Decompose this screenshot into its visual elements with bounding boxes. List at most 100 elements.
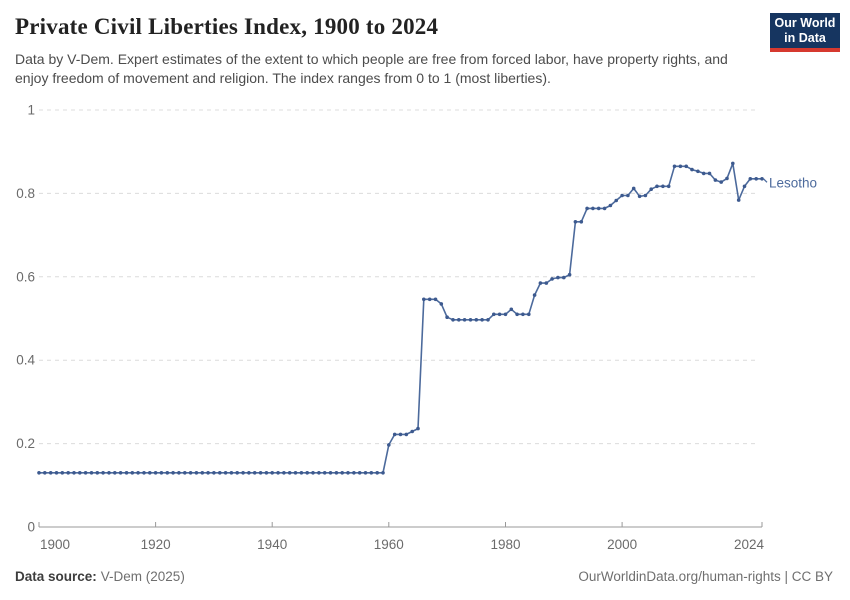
- data-point[interactable]: [369, 471, 374, 475]
- data-point[interactable]: [696, 169, 700, 174]
- data-point[interactable]: [375, 471, 380, 475]
- data-point[interactable]: [159, 471, 164, 475]
- data-point[interactable]: [649, 187, 653, 191]
- data-point[interactable]: [89, 471, 94, 475]
- data-point[interactable]: [299, 471, 304, 475]
- data-point[interactable]: [538, 281, 543, 285]
- data-point[interactable]: [317, 471, 321, 475]
- data-point[interactable]: [631, 186, 636, 191]
- data-point[interactable]: [515, 312, 519, 317]
- data-point[interactable]: [118, 471, 123, 475]
- data-point[interactable]: [468, 318, 473, 322]
- data-point[interactable]: [684, 164, 688, 169]
- data-point[interactable]: [229, 471, 234, 475]
- data-point[interactable]: [427, 297, 432, 302]
- data-point[interactable]: [101, 471, 105, 475]
- data-point[interactable]: [760, 177, 764, 181]
- data-point[interactable]: [573, 220, 578, 224]
- data-point[interactable]: [130, 471, 135, 475]
- data-point[interactable]: [247, 471, 251, 475]
- data-point[interactable]: [363, 471, 368, 475]
- data-point[interactable]: [171, 471, 175, 475]
- data-point[interactable]: [544, 281, 549, 285]
- data-point[interactable]: [142, 471, 146, 475]
- data-point[interactable]: [194, 471, 199, 475]
- data-point[interactable]: [136, 471, 140, 475]
- data-point[interactable]: [562, 275, 566, 280]
- data-point[interactable]: [48, 471, 53, 475]
- data-point[interactable]: [474, 318, 479, 322]
- data-point[interactable]: [567, 272, 572, 277]
- data-point[interactable]: [492, 312, 496, 317]
- data-point[interactable]: [357, 471, 362, 475]
- data-point[interactable]: [497, 312, 502, 317]
- data-point[interactable]: [439, 302, 444, 306]
- data-point[interactable]: [188, 471, 193, 475]
- data-point[interactable]: [457, 318, 461, 322]
- data-point[interactable]: [701, 171, 706, 176]
- data-point[interactable]: [95, 471, 100, 475]
- data-point[interactable]: [223, 471, 228, 475]
- data-point[interactable]: [596, 206, 601, 211]
- data-point[interactable]: [556, 275, 560, 280]
- data-point[interactable]: [276, 471, 280, 475]
- data-point[interactable]: [107, 471, 111, 475]
- data-point[interactable]: [719, 180, 723, 184]
- data-point[interactable]: [43, 471, 47, 475]
- data-point[interactable]: [666, 184, 671, 189]
- data-point[interactable]: [398, 432, 403, 437]
- data-point[interactable]: [177, 471, 181, 475]
- data-point[interactable]: [241, 471, 245, 475]
- data-point[interactable]: [340, 471, 345, 475]
- entity-label[interactable]: Lesotho: [769, 175, 817, 190]
- data-point[interactable]: [258, 471, 263, 475]
- data-point[interactable]: [305, 471, 310, 475]
- data-point[interactable]: [54, 471, 59, 475]
- data-point[interactable]: [282, 471, 286, 475]
- data-point[interactable]: [72, 471, 76, 475]
- data-line[interactable]: [39, 162, 762, 474]
- data-point[interactable]: [614, 198, 618, 203]
- data-point[interactable]: [742, 184, 747, 189]
- data-point[interactable]: [252, 471, 257, 475]
- data-point[interactable]: [445, 315, 449, 320]
- data-point[interactable]: [451, 318, 455, 322]
- data-point[interactable]: [527, 312, 531, 317]
- data-point[interactable]: [754, 177, 758, 181]
- data-point[interactable]: [287, 471, 292, 475]
- data-point[interactable]: [83, 471, 88, 475]
- data-point[interactable]: [78, 471, 82, 475]
- data-point[interactable]: [643, 193, 648, 198]
- data-point[interactable]: [183, 471, 187, 475]
- data-point[interactable]: [293, 471, 298, 475]
- data-point[interactable]: [690, 167, 694, 172]
- data-point[interactable]: [579, 220, 584, 224]
- data-point[interactable]: [655, 184, 659, 189]
- data-point[interactable]: [148, 471, 152, 475]
- data-point[interactable]: [486, 318, 490, 322]
- data-point[interactable]: [620, 193, 624, 198]
- data-point[interactable]: [416, 426, 420, 431]
- data-point[interactable]: [725, 176, 729, 181]
- data-point[interactable]: [678, 164, 683, 169]
- data-point[interactable]: [591, 206, 595, 211]
- data-point[interactable]: [200, 471, 205, 475]
- data-point[interactable]: [206, 471, 210, 475]
- data-point[interactable]: [672, 164, 677, 169]
- data-point[interactable]: [37, 471, 41, 475]
- data-point[interactable]: [352, 471, 356, 475]
- data-point[interactable]: [731, 161, 735, 166]
- data-point[interactable]: [433, 297, 438, 302]
- data-point[interactable]: [602, 206, 607, 211]
- data-point[interactable]: [218, 471, 222, 475]
- data-point[interactable]: [328, 471, 333, 475]
- data-point[interactable]: [311, 471, 315, 475]
- data-point[interactable]: [270, 471, 275, 475]
- data-point[interactable]: [480, 318, 484, 322]
- data-point[interactable]: [410, 429, 415, 434]
- data-point[interactable]: [422, 297, 426, 302]
- data-point[interactable]: [124, 471, 129, 475]
- data-point[interactable]: [346, 471, 350, 475]
- data-point[interactable]: [748, 177, 753, 181]
